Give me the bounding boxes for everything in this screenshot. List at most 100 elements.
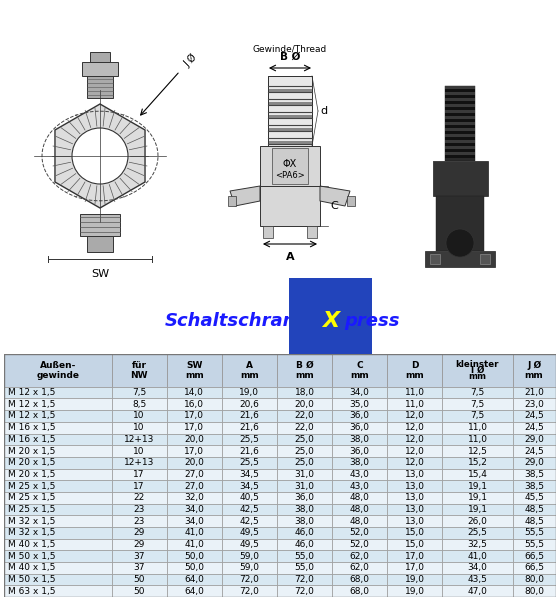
Bar xyxy=(445,116,475,119)
Text: 36,0: 36,0 xyxy=(349,446,370,455)
Bar xyxy=(111,527,167,539)
Text: 48,5: 48,5 xyxy=(524,517,544,526)
Text: I Ø: I Ø xyxy=(471,366,484,375)
Text: 34,0: 34,0 xyxy=(468,563,487,572)
Bar xyxy=(512,469,556,480)
Bar xyxy=(512,422,556,434)
Text: 8,5: 8,5 xyxy=(132,400,146,409)
Bar xyxy=(332,503,387,515)
Text: 19,1: 19,1 xyxy=(468,493,487,502)
Bar xyxy=(4,492,111,503)
Bar xyxy=(387,387,442,398)
Text: 59,0: 59,0 xyxy=(239,551,259,560)
Bar xyxy=(222,434,277,445)
Text: 19,1: 19,1 xyxy=(468,505,487,514)
Text: M 32 x 1,5: M 32 x 1,5 xyxy=(8,528,55,537)
Bar xyxy=(4,422,111,434)
Text: 55,0: 55,0 xyxy=(295,551,315,560)
Bar xyxy=(4,574,111,586)
Text: 11,0: 11,0 xyxy=(468,435,487,444)
Text: 7,5: 7,5 xyxy=(470,388,484,397)
Bar xyxy=(111,574,167,586)
Bar xyxy=(167,398,222,410)
Text: 7,5: 7,5 xyxy=(470,400,484,409)
Bar xyxy=(332,422,387,434)
Text: 12+13: 12+13 xyxy=(124,435,155,444)
Bar xyxy=(442,539,512,550)
Bar xyxy=(445,89,475,92)
Bar xyxy=(111,410,167,422)
Text: 26,0: 26,0 xyxy=(468,517,487,526)
Text: 25,5: 25,5 xyxy=(240,458,259,467)
Bar xyxy=(222,457,277,469)
Text: B Ø: B Ø xyxy=(280,52,300,62)
Bar xyxy=(87,76,113,98)
Text: 41,0: 41,0 xyxy=(468,551,487,560)
Bar xyxy=(445,113,475,116)
Text: 15,0: 15,0 xyxy=(405,540,424,549)
Text: 38,0: 38,0 xyxy=(295,517,315,526)
Bar xyxy=(332,515,387,527)
Bar xyxy=(111,492,167,503)
Text: 43,0: 43,0 xyxy=(349,470,370,479)
Polygon shape xyxy=(320,186,350,206)
Bar xyxy=(111,354,167,387)
Bar xyxy=(111,445,167,457)
Text: 21,6: 21,6 xyxy=(240,446,259,455)
Bar xyxy=(442,480,512,492)
Text: 14,0: 14,0 xyxy=(184,388,204,397)
Bar xyxy=(387,562,442,574)
Bar xyxy=(445,98,475,101)
Bar xyxy=(222,398,277,410)
Bar xyxy=(111,434,167,445)
Bar xyxy=(387,434,442,445)
Bar xyxy=(277,469,332,480)
Bar xyxy=(332,457,387,469)
Text: 31,0: 31,0 xyxy=(295,482,315,491)
Text: 32,5: 32,5 xyxy=(468,540,487,549)
Bar xyxy=(512,410,556,422)
Text: 13,0: 13,0 xyxy=(405,493,424,502)
Text: 35,0: 35,0 xyxy=(349,400,370,409)
Bar xyxy=(167,457,222,469)
Text: 38,5: 38,5 xyxy=(524,482,544,491)
Text: Schaltschrank-: Schaltschrank- xyxy=(165,312,316,330)
Text: 34,0: 34,0 xyxy=(349,388,370,397)
Text: SW: SW xyxy=(186,361,203,370)
Bar xyxy=(425,251,495,267)
Bar xyxy=(442,445,512,457)
Bar xyxy=(387,492,442,503)
Text: mm: mm xyxy=(350,371,369,380)
Bar xyxy=(268,76,312,146)
Text: 72,0: 72,0 xyxy=(295,575,314,584)
Bar xyxy=(111,398,167,410)
Text: 12,0: 12,0 xyxy=(405,458,424,467)
Bar xyxy=(277,527,332,539)
Bar xyxy=(167,354,222,387)
Bar xyxy=(268,102,312,105)
Bar xyxy=(167,562,222,574)
Text: 34,0: 34,0 xyxy=(184,505,204,514)
Text: A: A xyxy=(286,252,295,262)
Text: A: A xyxy=(246,361,253,370)
Bar xyxy=(260,146,320,186)
Text: J Ø: J Ø xyxy=(182,52,199,69)
Text: 31,0: 31,0 xyxy=(295,470,315,479)
Bar xyxy=(512,574,556,586)
Bar xyxy=(277,586,332,597)
Text: d: d xyxy=(320,106,327,116)
Bar xyxy=(512,387,556,398)
Bar xyxy=(222,586,277,597)
Bar xyxy=(387,354,442,387)
Bar xyxy=(277,410,332,422)
Text: 11,0: 11,0 xyxy=(405,388,424,397)
Text: M 12 x 1,5: M 12 x 1,5 xyxy=(8,412,55,421)
Bar xyxy=(4,503,111,515)
Bar xyxy=(268,128,312,131)
Bar xyxy=(445,134,475,137)
Text: 62,0: 62,0 xyxy=(349,563,370,572)
Text: 12,0: 12,0 xyxy=(405,423,424,432)
Bar xyxy=(332,562,387,574)
Bar xyxy=(222,445,277,457)
Text: <PA6>: <PA6> xyxy=(275,172,305,181)
